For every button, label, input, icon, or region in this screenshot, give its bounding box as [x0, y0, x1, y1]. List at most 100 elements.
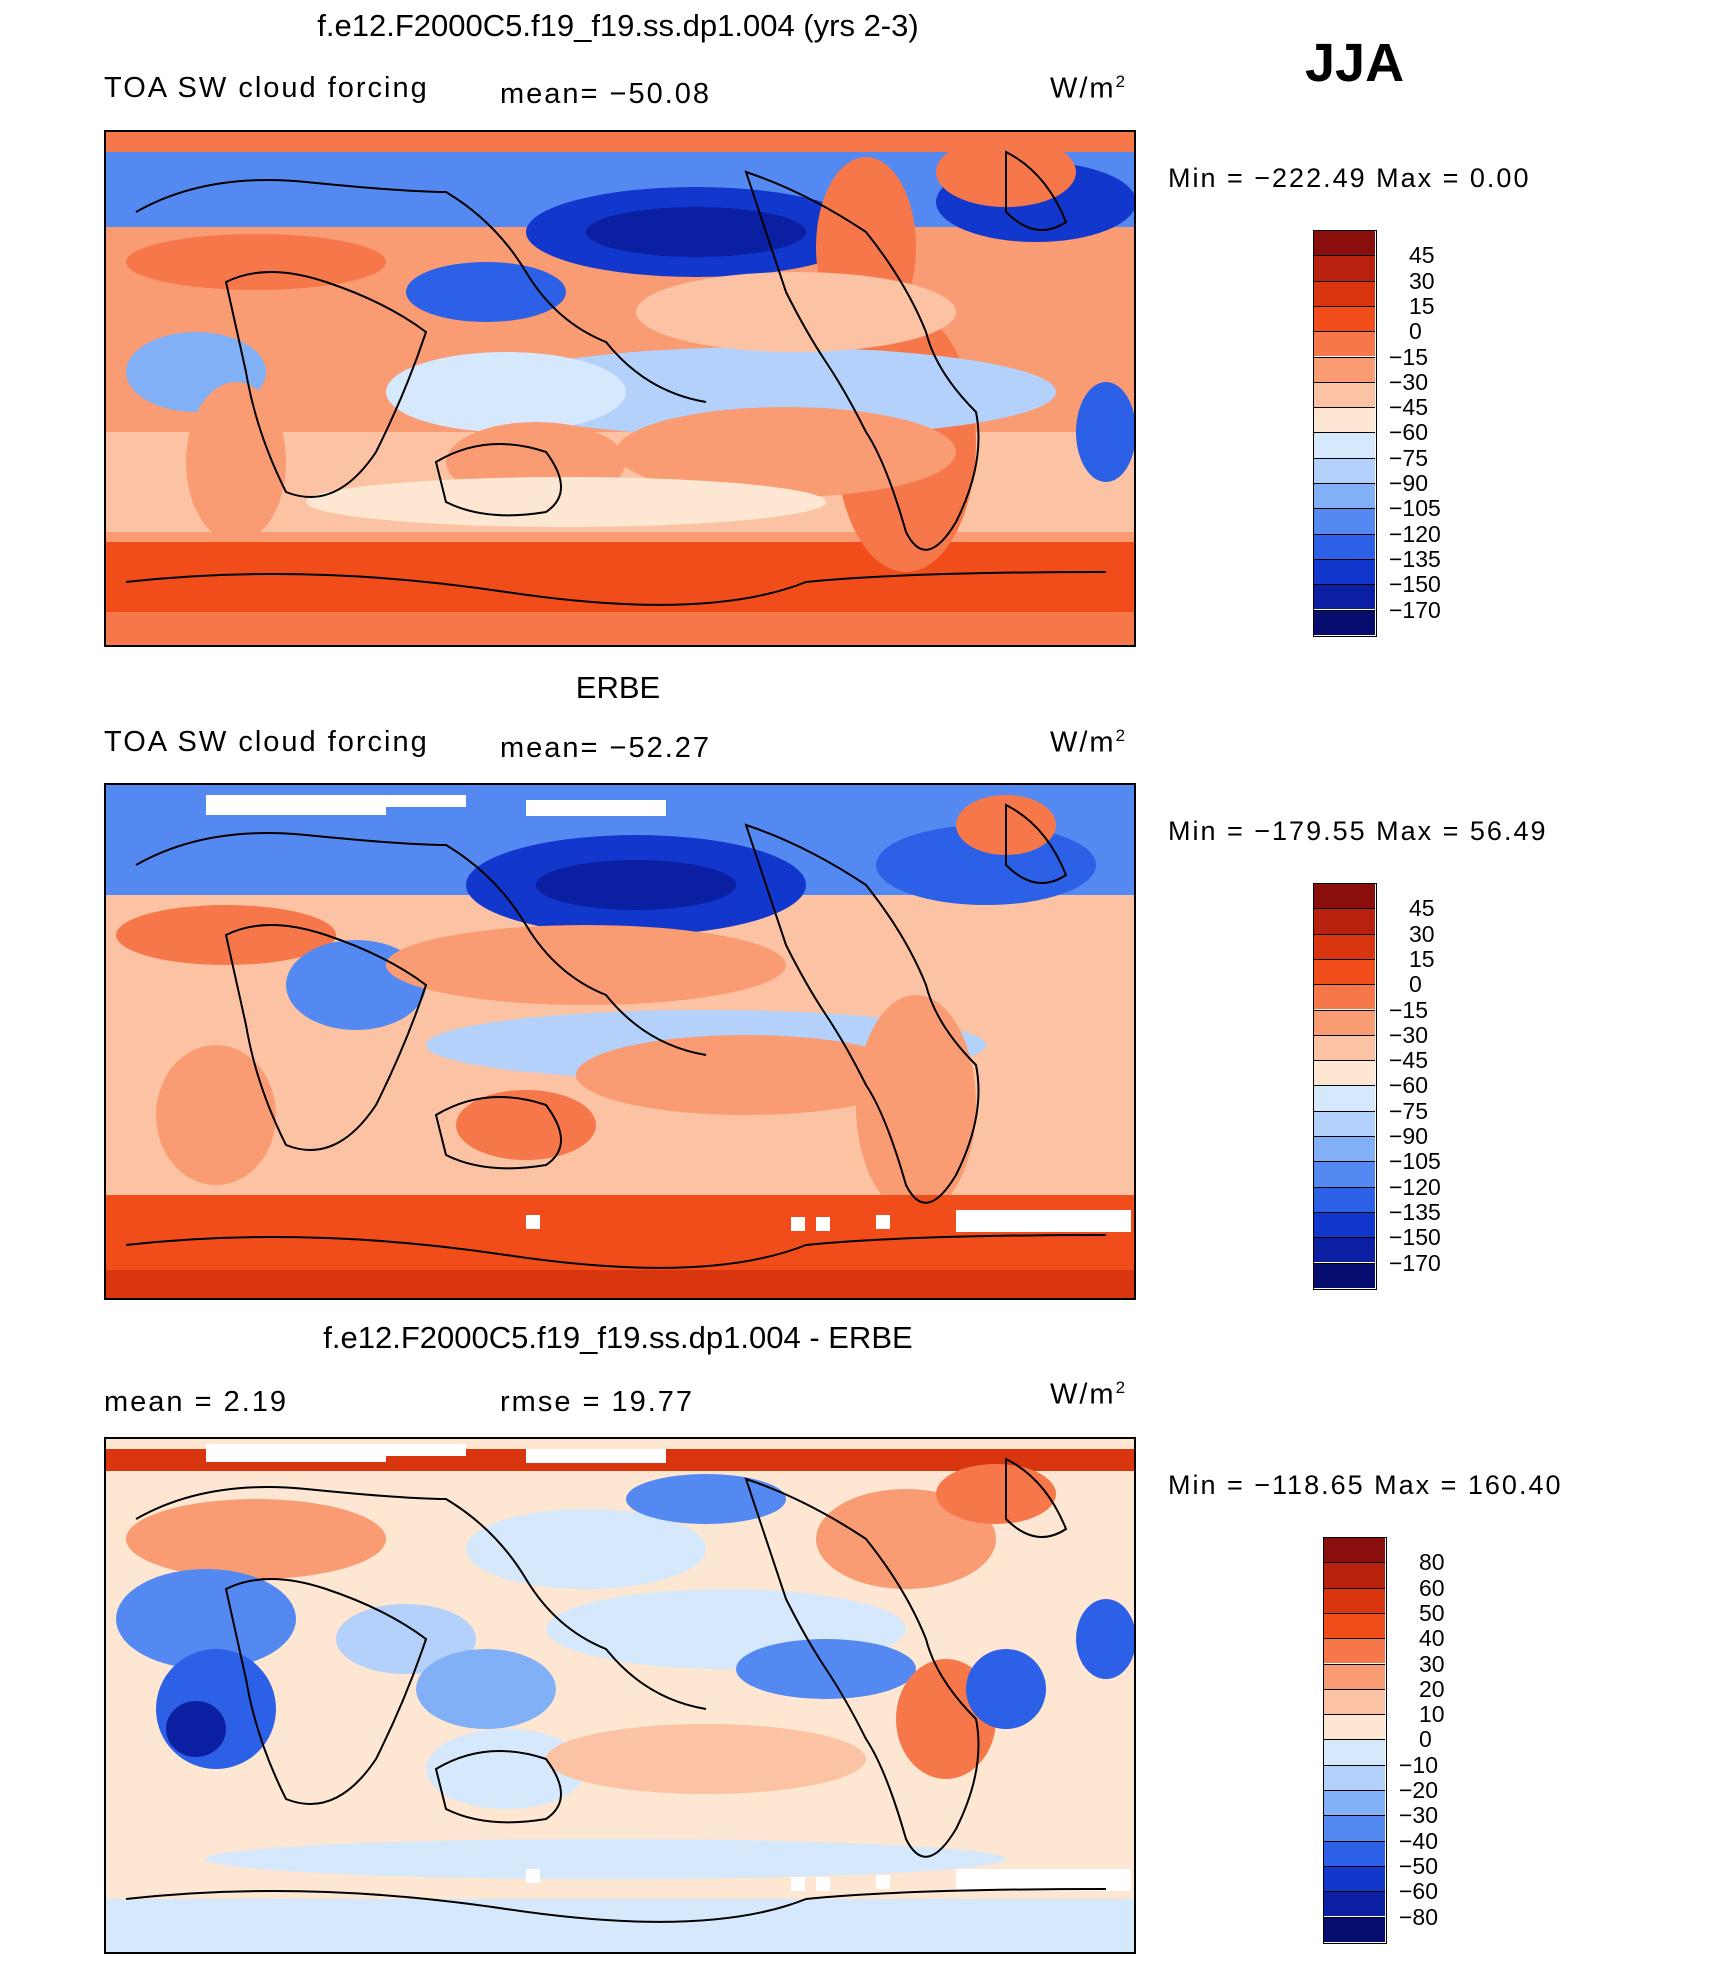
colorbar-tick-label: 30 [1409, 267, 1435, 294]
colorbar-swatch [1313, 533, 1375, 559]
colorbar-tick-label: −170 [1389, 596, 1441, 623]
colorbar-swatch [1323, 1663, 1385, 1689]
colorbar-swatch [1313, 1110, 1375, 1136]
colorbar-swatch [1323, 1891, 1385, 1917]
colorbar-swatch [1313, 305, 1375, 332]
colorbar-swatch [1323, 1790, 1385, 1816]
colorbar-swatch [1313, 1161, 1375, 1187]
colorbar-tick-label: 80 [1419, 1549, 1445, 1576]
colorbar-tick-label: −135 [1389, 545, 1441, 572]
colorbar-swatch [1323, 1764, 1385, 1790]
colorbar-swatch [1313, 407, 1375, 433]
colorbar-swatch [1323, 1638, 1385, 1664]
colorbar-tick-label: 0 [1409, 971, 1422, 998]
colorbar-swatch [1313, 958, 1375, 985]
panel-2-variable-label: TOA SW cloud forcing [104, 726, 429, 758]
panel-1-minmax: Min = −222.49 Max = 0.00 [1168, 163, 1531, 193]
colorbar-swatch [1313, 331, 1375, 357]
colorbar-tick-label: −120 [1389, 520, 1441, 547]
colorbar-swatch [1313, 381, 1375, 408]
colorbar-tick-label: 30 [1409, 920, 1435, 947]
panel-3-mean-label: mean = 2.19 [104, 1386, 289, 1418]
colorbar-tick-label: −30 [1399, 1802, 1439, 1829]
colorbar-swatch [1313, 255, 1375, 281]
colorbar-tick-label: 45 [1409, 895, 1435, 922]
colorbar-tick-label: −135 [1389, 1198, 1441, 1225]
colorbar-swatch [1313, 1136, 1375, 1162]
panel-2-units: W/m2 [1050, 726, 1128, 759]
colorbar-swatch [1313, 609, 1375, 635]
panel-3-map [104, 1437, 1136, 1954]
panel-1-units: W/m2 [1050, 72, 1128, 105]
colorbar-swatch [1323, 1714, 1385, 1740]
colorbar-swatch [1323, 1537, 1385, 1563]
colorbar-tick-label: 40 [1419, 1625, 1445, 1652]
colorbar-swatch [1323, 1840, 1385, 1866]
colorbar-tick-label: −45 [1389, 1047, 1429, 1074]
colorbar-swatch [1313, 483, 1375, 509]
colorbar-tick-label: −30 [1389, 368, 1429, 395]
colorbar-tick-label: −45 [1389, 394, 1429, 421]
colorbar-tick-label: −105 [1389, 495, 1441, 522]
panel-2-map [104, 783, 1136, 1300]
colorbar-swatch [1313, 1186, 1375, 1212]
colorbar-swatch [1313, 1034, 1375, 1061]
colorbar-frame [1313, 230, 1377, 637]
panel-3-title: f.e12.F2000C5.f19_f19.ss.dp1.004 - ERBE [323, 1320, 913, 1355]
colorbar-swatch [1323, 1562, 1385, 1588]
panel-1-title: f.e12.F2000C5.f19_f19.ss.dp1.004 (yrs 2-… [317, 8, 919, 43]
colorbar-tick-label: −60 [1389, 1072, 1429, 1099]
panel-1-variable-label: TOA SW cloud forcing [104, 72, 429, 104]
colorbar-swatch [1313, 457, 1375, 483]
colorbar-swatch [1313, 1085, 1375, 1111]
season-label: JJA [1305, 33, 1405, 93]
colorbar-tick-label: 0 [1419, 1726, 1432, 1753]
colorbar-tick-label: −150 [1389, 571, 1441, 598]
colorbar-tick-label: 10 [1419, 1701, 1445, 1728]
panel-1-map [104, 130, 1136, 647]
colorbar-tick-label: 15 [1409, 292, 1435, 319]
colorbar-swatch [1313, 1237, 1375, 1263]
colorbar-swatch [1323, 1916, 1385, 1942]
colorbar-tick-label: −40 [1399, 1827, 1439, 1854]
colorbar-tick-label: −90 [1389, 470, 1429, 496]
panel-2-mean-label: mean= −52.27 [500, 732, 712, 764]
colorbar-swatch [1313, 280, 1375, 306]
colorbar-swatch [1313, 908, 1375, 934]
colorbar-tick-label: −60 [1389, 419, 1429, 446]
colorbar-tick-label: 15 [1409, 945, 1435, 972]
colorbar-swatch [1313, 558, 1375, 585]
colorbar-swatch [1313, 1211, 1375, 1238]
colorbar-swatch [1313, 1060, 1375, 1086]
colorbar-swatch [1313, 584, 1375, 610]
colorbar-tick-label: −10 [1399, 1751, 1439, 1778]
colorbar-tick-label: −170 [1389, 1249, 1441, 1276]
colorbar-swatch [1313, 356, 1375, 382]
colorbar-tick-label: 45 [1409, 242, 1435, 269]
colorbar-swatch [1323, 1587, 1385, 1613]
panel-2-minmax: Min = −179.55 Max = 56.49 [1168, 816, 1548, 846]
colorbar-swatch [1313, 984, 1375, 1010]
colorbar-swatch [1313, 883, 1375, 909]
colorbar-swatch [1313, 933, 1375, 959]
colorbar-tick-label: 60 [1419, 1574, 1445, 1601]
colorbar-tick-label: −75 [1389, 444, 1429, 471]
colorbar-tick-label: −120 [1389, 1173, 1441, 1200]
colorbar-swatch [1323, 1688, 1385, 1715]
colorbar-tick-label: −15 [1389, 343, 1429, 370]
colorbar-tick-label: −60 [1399, 1878, 1439, 1905]
colorbar-swatch [1313, 1009, 1375, 1035]
panel-3-rmse-label: rmse = 19.77 [500, 1386, 695, 1418]
colorbar-swatch [1323, 1815, 1385, 1841]
colorbar-swatch [1313, 1262, 1375, 1288]
colorbar-tick-label: −150 [1389, 1224, 1441, 1251]
colorbar-tick-label: 30 [1419, 1650, 1445, 1677]
colorbar-tick-label: −15 [1389, 996, 1429, 1023]
colorbar-swatch [1313, 432, 1375, 458]
colorbar-frame [1313, 883, 1377, 1290]
panel-3-units: W/m2 [1050, 1378, 1128, 1411]
colorbar-tick-label: 20 [1419, 1675, 1445, 1702]
colorbar-tick-label: −75 [1389, 1097, 1429, 1124]
colorbar-tick-label: −80 [1399, 1903, 1439, 1930]
colorbar-tick-label: −30 [1389, 1021, 1429, 1048]
